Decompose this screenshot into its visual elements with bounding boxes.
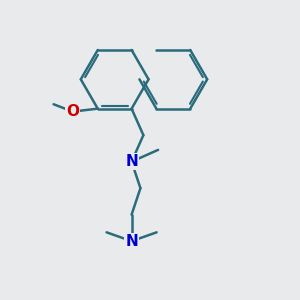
Text: N: N xyxy=(125,154,138,169)
Text: N: N xyxy=(125,234,138,249)
Text: O: O xyxy=(66,104,79,119)
